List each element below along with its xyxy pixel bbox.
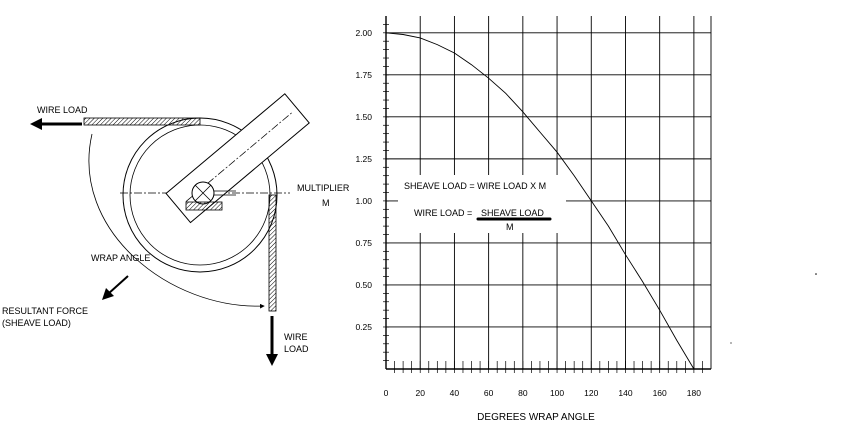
wire-vertical [268,194,277,312]
y-tick-label: 1.75 [355,70,372,80]
x-axis-title: DEGREES WRAP ANGLE [477,412,595,423]
x-tick-label: 120 [584,388,598,398]
multiplier-label: MULTIPLIER [297,183,350,193]
wrap-angle-arc [88,133,265,309]
x-tick-label: 20 [415,388,425,398]
formula-background [398,175,566,233]
sheave-diagram: WIRE LOAD WIRE LOAD WRAP ANGLE RESULTANT… [2,93,350,366]
stray-dot [730,342,732,344]
x-tick-label: 0 [384,388,389,398]
chart: 0.25 0.50 0.75 1.00 1.25 1.50 1.75 2.00 0 20 40 60… [355,16,712,423]
x-minor-ticks [394,361,703,373]
formula-wire-load-denominator: M [506,222,514,232]
wire-load-bottom-label-1: WIRE [284,332,308,342]
stray-dot [815,273,817,275]
y-tick-label: 0.25 [355,322,372,332]
series-line [385,32,695,370]
chart-grid [386,16,712,369]
y-tick-label: 1.00 [355,196,372,206]
x-tick-label: 40 [450,388,460,398]
multiplier-symbol: M [322,198,330,208]
x-tick-label: 140 [618,388,632,398]
y-tick-label: 1.25 [355,154,372,164]
x-tick-label: 60 [484,388,494,398]
formula-sheave-load: SHEAVE LOAD = WIRE LOAD X M [404,181,546,191]
formula-wire-load-lhs: WIRE LOAD = [414,208,472,218]
resultant-force-label-2: (SHEAVE LOAD) [2,318,71,328]
wire-load-arrow-down [266,316,278,366]
x-tick-label: 160 [653,388,667,398]
y-tick-label: 0.50 [355,280,372,290]
sheave-bearing-block [185,201,223,211]
resultant-force-arrow [102,275,129,300]
wrap-angle-label: WRAP ANGLE [91,253,150,263]
x-tick-label: 100 [550,388,564,398]
wire-top [83,117,201,126]
y-tick-label: 1.50 [355,112,372,122]
resultant-force-label-1: RESULTANT FORCE [2,306,88,316]
x-tick-label: 180 [687,388,701,398]
x-tick-label: 80 [518,388,528,398]
wire-load-bottom-label-2: LOAD [284,344,309,354]
x-tick-labels: 0 20 40 60 80 100 120 140 160 180 [384,388,702,398]
y-tick-labels: 0.25 0.50 0.75 1.00 1.25 1.50 1.75 2.00 [355,28,372,332]
y-tick-label: 2.00 [355,28,372,38]
wire-load-top-label: WIRE LOAD [37,105,88,115]
formula-wire-load-numerator: SHEAVE LOAD [481,208,544,218]
wire-load-arrow-left [30,118,82,130]
y-tick-label: 0.75 [355,238,372,248]
